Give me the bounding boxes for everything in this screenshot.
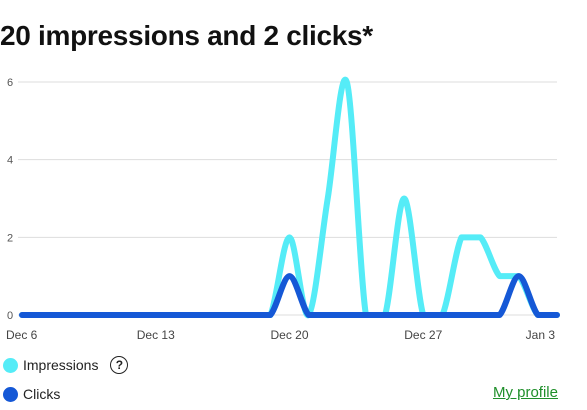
x-tick-label: Dec 13 xyxy=(137,328,175,342)
series-line-clicks xyxy=(19,273,560,318)
clicks-legend-label: Clicks xyxy=(23,386,61,402)
my-profile-link[interactable]: My profile xyxy=(492,384,558,401)
x-axis-labels: Dec 6 Dec 13 Dec 20 Dec 27 Jan 3 xyxy=(6,328,555,342)
help-glyph: ? xyxy=(115,358,124,372)
chart-series xyxy=(19,76,560,319)
x-tick-label: Dec 6 xyxy=(6,328,38,342)
clicks-legend-dot xyxy=(3,386,18,402)
page-title: 20 impressions and 2 clicks* xyxy=(0,20,373,51)
x-tick-label: Jan 3 xyxy=(526,328,556,342)
x-tick-label: Dec 20 xyxy=(270,328,308,342)
y-tick-label: 4 xyxy=(7,155,13,167)
impressions-legend-dot xyxy=(3,357,18,373)
series-line-impressions xyxy=(19,76,560,319)
impressions-legend-label: Impressions xyxy=(23,357,99,373)
y-tick-label: 0 xyxy=(7,310,13,322)
legend-item-impressions: Impressions ? xyxy=(3,356,129,374)
legend-item-clicks: Clicks xyxy=(3,386,60,402)
question-circle-icon[interactable]: ? xyxy=(110,356,129,374)
x-tick-label: Dec 27 xyxy=(404,328,442,342)
y-tick-label: 6 xyxy=(7,77,13,89)
y-tick-label: 2 xyxy=(7,232,13,244)
